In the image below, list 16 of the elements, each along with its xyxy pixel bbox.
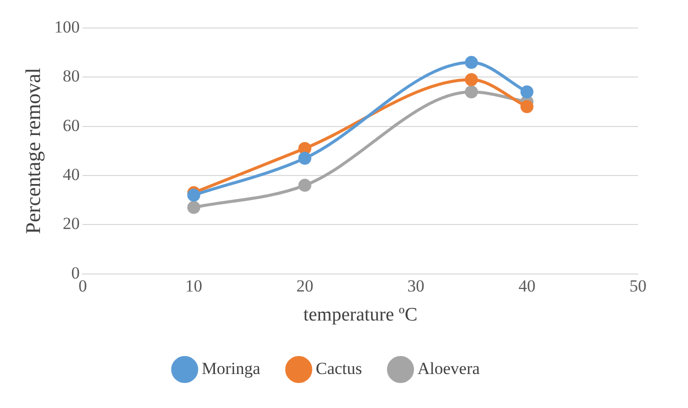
x-tick-label: 30 <box>407 276 424 296</box>
y-tick-label: 20 <box>62 214 80 234</box>
y-tick-label: 80 <box>62 66 80 86</box>
x-tick-label: 20 <box>296 276 314 296</box>
x-tick-label: 10 <box>185 276 202 296</box>
y-tick-label: 60 <box>62 116 80 135</box>
legend-label: Moringa <box>202 358 261 378</box>
x-axis-title: temperature ºC <box>303 304 418 326</box>
y-axis-title: Percentage removal <box>21 68 46 234</box>
y-tick-label: 0 <box>71 263 80 282</box>
x-tick-label: 50 <box>630 276 646 296</box>
legend-label: Aloevera <box>418 358 480 378</box>
y-tick-label: 40 <box>62 164 80 184</box>
legend-label: Cactus <box>316 358 362 378</box>
y-tick-label: 100 <box>54 17 80 36</box>
x-tick-label: 40 <box>518 276 536 296</box>
